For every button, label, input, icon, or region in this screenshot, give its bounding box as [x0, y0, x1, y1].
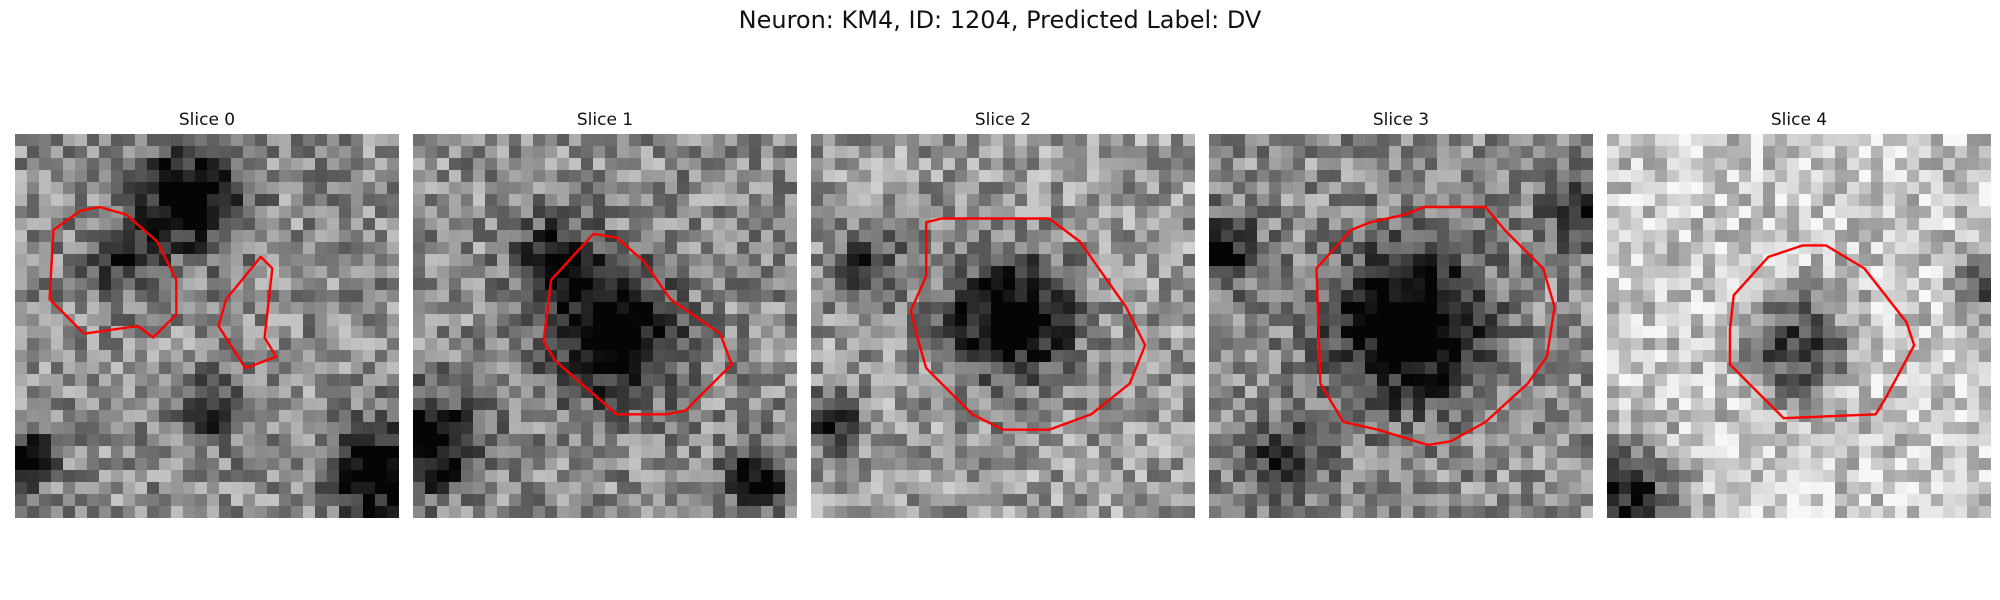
slice-panel-0: Slice 0	[15, 108, 399, 518]
slice-image	[413, 134, 797, 518]
slice-panel-1: Slice 1	[413, 108, 797, 518]
roi-contour	[542, 232, 733, 416]
slice-title: Slice 0	[178, 110, 236, 130]
figure-title: Neuron: KM4, ID: 1204, Predicted Label: …	[738, 6, 1262, 34]
roi-contour	[1728, 244, 1916, 420]
slice-panel-4: Slice 4	[1607, 108, 1991, 518]
roi-contour	[217, 255, 278, 370]
roi-contour	[48, 205, 178, 339]
slice-title: Slice 3	[1372, 110, 1430, 130]
slice-title: Slice 2	[974, 110, 1032, 130]
slice-panel-3: Slice 3	[1209, 108, 1593, 518]
slice-panel-2: Slice 2	[811, 108, 1195, 518]
roi-contour	[909, 217, 1147, 431]
slice-image	[1607, 134, 1991, 518]
slice-image	[15, 134, 399, 518]
slice-title: Slice 4	[1770, 110, 1828, 130]
roi-contour	[1315, 205, 1556, 447]
slice-title: Slice 1	[576, 110, 634, 130]
slice-image	[1209, 134, 1593, 518]
slice-image	[811, 134, 1195, 518]
